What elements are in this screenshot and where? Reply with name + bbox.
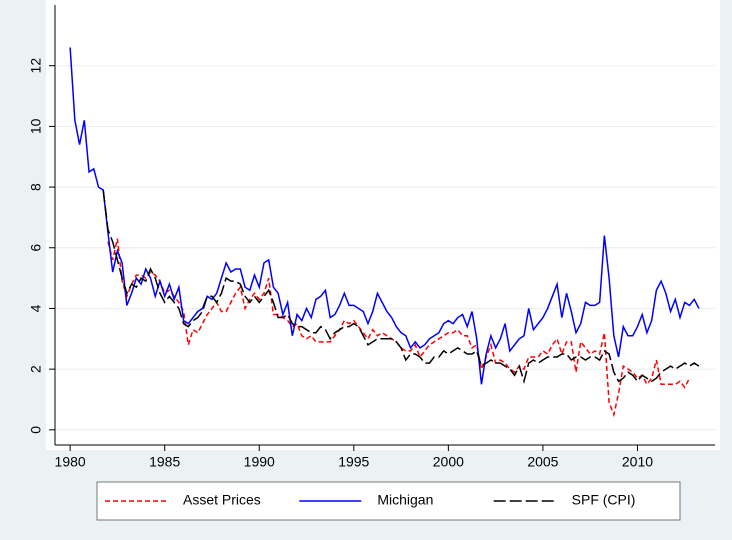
y-tick-label: 0	[28, 426, 44, 434]
legend-label: Michigan	[377, 492, 433, 508]
x-tick-label: 1995	[338, 454, 369, 470]
series-line	[102, 190, 700, 385]
legend-label: Asset Prices	[183, 492, 261, 508]
legend: Asset Prices Michigan SPF (CPI)	[105, 492, 635, 508]
y-tick-label: 2	[28, 365, 44, 373]
series-line	[69, 47, 700, 385]
y-tick-label: 8	[28, 183, 44, 191]
y-tick-label: 6	[28, 244, 44, 252]
lines	[69, 47, 700, 418]
plot-area	[46, 0, 720, 450]
y-tick-label: 4	[28, 304, 44, 312]
y-tick-label: 10	[28, 118, 44, 134]
legend-box	[96, 481, 681, 521]
legend-label: SPF (CPI)	[572, 492, 636, 508]
axes: 0 2 4 6 8 10 12 1980 1985 1990 1995 2000 2005 2010	[28, 5, 715, 470]
x-tick-label: 1980	[55, 454, 86, 470]
x-tick-label: 1990	[244, 454, 275, 470]
x-tick-label: 1985	[149, 454, 180, 470]
x-tick-label: 2000	[433, 454, 464, 470]
y-tick-label: 12	[28, 58, 44, 74]
x-tick-label: 2005	[527, 454, 558, 470]
x-tick-label: 2010	[622, 454, 653, 470]
